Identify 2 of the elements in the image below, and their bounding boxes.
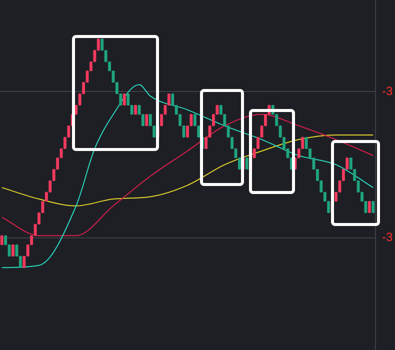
text: -3 [382, 84, 393, 98]
text: -3 [382, 230, 393, 244]
